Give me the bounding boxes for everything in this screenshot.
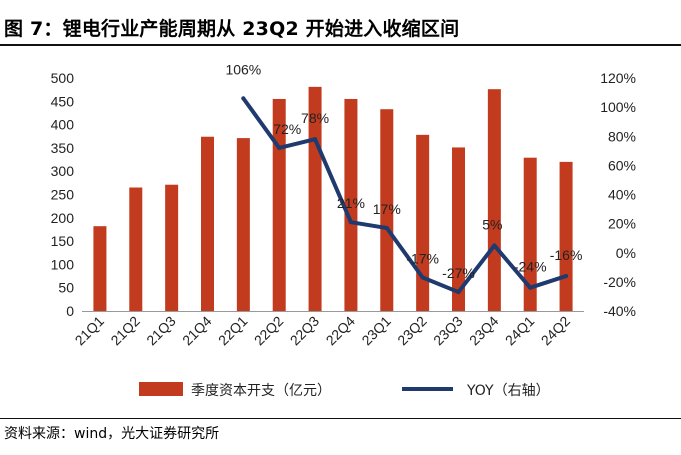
legend: 季度资本开支（亿元） YOY（右轴） [139, 382, 550, 399]
bar-22Q1 [236, 138, 250, 311]
yoy-label: -16% [550, 247, 583, 263]
right-tick-label: 80% [608, 128, 636, 144]
yoy-label: 78% [301, 110, 329, 126]
x-tick-label: 23Q4 [466, 313, 502, 349]
x-tick-label: 21Q1 [72, 313, 108, 349]
right-tick-label: -20% [603, 274, 636, 290]
left-tick-label: 350 [51, 140, 75, 156]
x-tick-label: 23Q1 [358, 313, 394, 349]
right-tick-label: 60% [608, 157, 636, 173]
footer-divider [0, 418, 681, 419]
right-tick-label: 100% [600, 99, 636, 115]
bar-22Q2 [272, 98, 286, 311]
right-tick-label: 120% [600, 70, 636, 86]
legend-line-label: YOY（右轴） [466, 383, 550, 399]
right-tick-label: 0% [616, 245, 636, 261]
left-tick-label: 250 [51, 187, 75, 203]
yoy-point-22Q2 [277, 145, 282, 150]
left-tick-label: 300 [51, 163, 75, 179]
bar-series [93, 86, 573, 312]
yoy-point-22Q1 [241, 96, 246, 101]
title-divider [0, 44, 681, 46]
yoy-point-23Q1 [384, 225, 389, 230]
yoy-label: 72% [273, 121, 301, 137]
line-series [241, 96, 569, 295]
yoy-label: -24% [514, 259, 547, 275]
x-tick-label: 24Q2 [538, 313, 574, 349]
x-tick-label: 23Q3 [430, 313, 466, 349]
bar-24Q2 [559, 161, 573, 311]
x-tick-label: 21Q4 [179, 313, 215, 349]
yoy-label: 17% [373, 201, 401, 217]
x-tick-label: 22Q2 [251, 313, 287, 349]
x-tick-label: 23Q2 [394, 313, 430, 349]
left-tick-label: 400 [51, 117, 75, 133]
yoy-point-24Q2 [564, 274, 569, 279]
left-tick-label: 50 [58, 280, 74, 296]
left-tick-label: 200 [51, 210, 75, 226]
yoy-label: -17% [406, 251, 439, 267]
yoy-point-23Q4 [492, 243, 497, 248]
x-axis: 21Q1 21Q2 21Q3 21Q4 22Q1 22Q2 22Q3 22Q4 23Q1 23Q2… [72, 313, 574, 349]
yoy-label: -27% [442, 265, 475, 281]
bar-24Q1 [523, 157, 537, 311]
bar-21Q3 [165, 184, 179, 311]
left-tick-label: 0 [66, 303, 74, 319]
yoy-label: 106% [225, 61, 261, 77]
x-tick-label: 21Q2 [107, 313, 143, 349]
yoy-label: 5% [482, 216, 502, 232]
bar-22Q4 [344, 98, 358, 311]
right-axis: -40% -20% 0% 20% 40% 60% 80% 100% 120% [600, 70, 636, 319]
left-tick-label: 450 [51, 93, 75, 109]
left-tick-label: 500 [51, 70, 75, 86]
source-note: 资料来源：wind，光大证券研究所 [4, 426, 220, 442]
bar-21Q2 [129, 187, 143, 311]
yoy-point-22Q3 [313, 137, 318, 142]
bar-23Q2 [416, 134, 430, 311]
bar-21Q4 [201, 136, 214, 311]
bar-23Q4 [487, 89, 501, 312]
x-tick-label: 21Q3 [143, 313, 179, 349]
x-tick-label: 22Q1 [215, 313, 251, 349]
bar-21Q1 [93, 226, 107, 311]
yoy-label: 21% [337, 195, 365, 211]
right-tick-label: 40% [608, 187, 636, 203]
legend-bar-label: 季度资本开支（亿元） [191, 383, 331, 399]
yoy-point-24Q1 [528, 285, 533, 290]
bar-23Q1 [380, 109, 394, 311]
left-tick-label: 150 [51, 233, 75, 249]
legend-bar-swatch [139, 382, 183, 396]
yoy-point-23Q3 [456, 290, 461, 295]
right-tick-label: 20% [608, 216, 636, 232]
yoy-point-22Q4 [348, 220, 353, 225]
yoy-line [241, 96, 569, 295]
yoy-point-23Q2 [420, 275, 425, 280]
line-data-labels: 106% 72%78% 21% 17% -17%-27% 5% -24%-16% [225, 61, 582, 281]
x-tick-label: 22Q4 [323, 313, 359, 349]
left-tick-label: 100 [51, 256, 75, 272]
left-axis: 0 50 100 150 200 250 300 350 400 450 500 [51, 70, 75, 319]
bar-23Q3 [452, 147, 465, 311]
chart-title: 图 7：锂电行业产能周期从 23Q2 开始进入收缩区间 [4, 18, 460, 40]
x-tick-label: 24Q1 [502, 313, 538, 349]
x-tick-label: 22Q3 [287, 313, 323, 349]
right-tick-label: -40% [603, 303, 636, 319]
